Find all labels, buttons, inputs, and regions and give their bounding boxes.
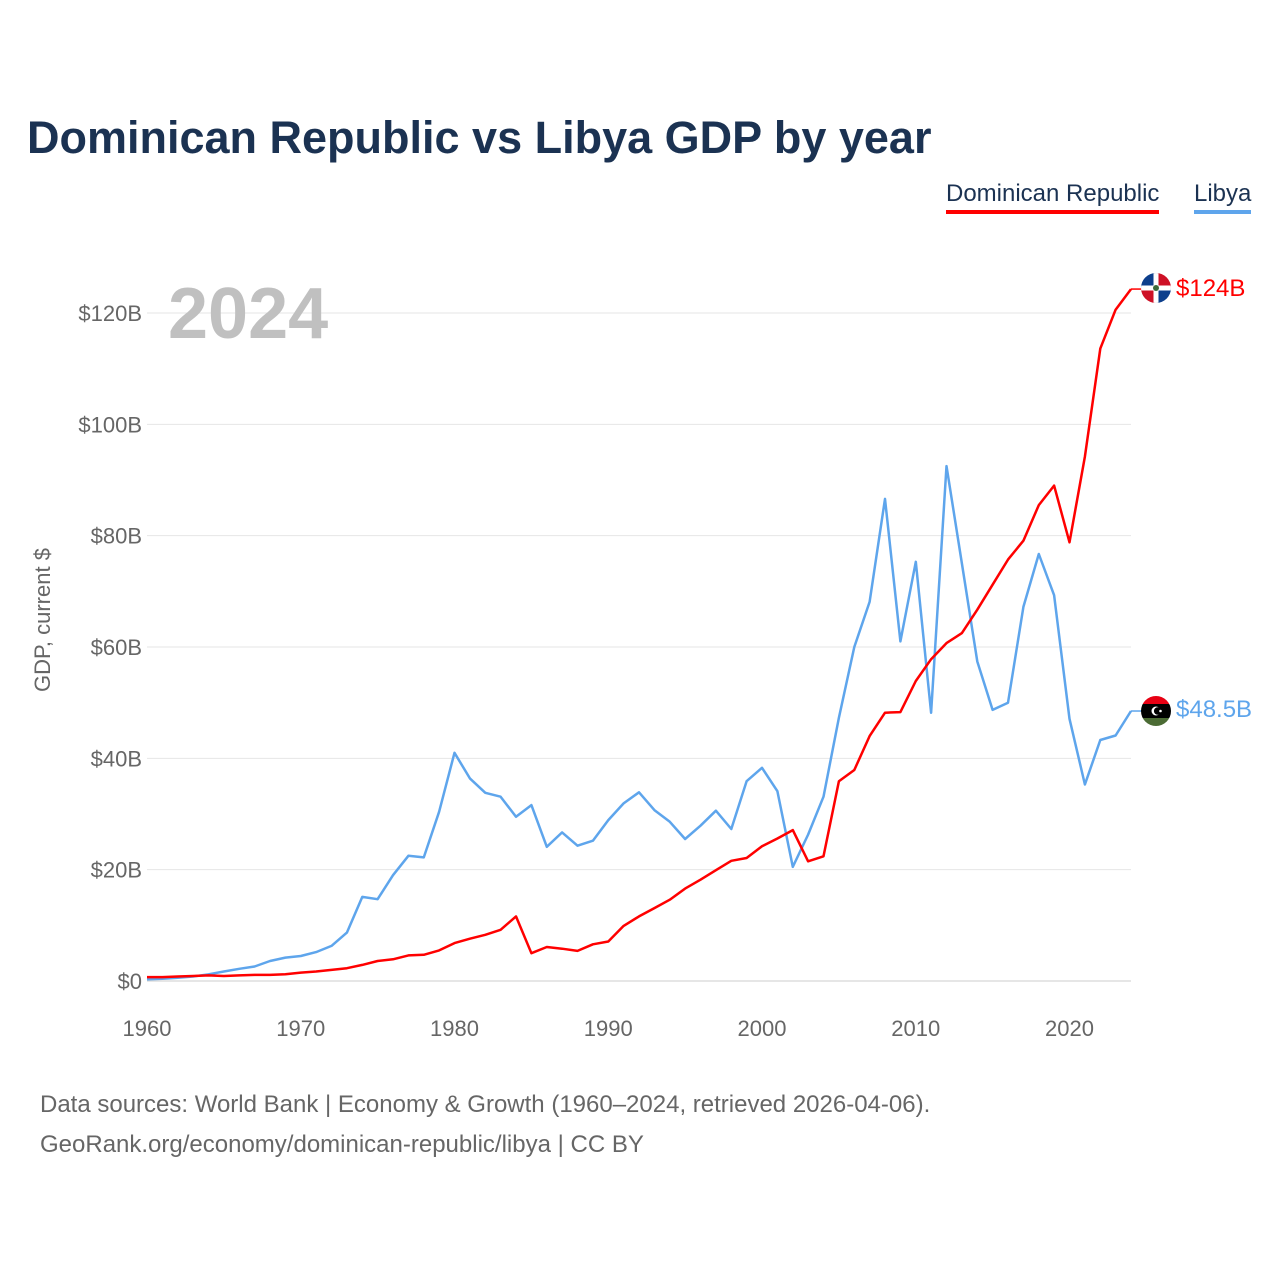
y-tick-label: $0 — [118, 969, 142, 994]
source-link[interactable]: GeoRank.org/economy/dominican-republic/l… — [40, 1131, 644, 1158]
end-label-libya: $48.5B — [1176, 696, 1252, 723]
x-tick-label: 1970 — [276, 1016, 325, 1041]
end-label-dominican-republic: $124B — [1176, 275, 1245, 302]
y-tick-label: $40B — [91, 746, 142, 771]
legend-dominican-republic[interactable]: Dominican Republic — [946, 180, 1160, 214]
x-tick-label: 2000 — [738, 1016, 787, 1041]
series-line-libya[interactable] — [146, 464, 1133, 981]
x-tick-label: 1990 — [584, 1016, 633, 1041]
source-line: Data sources: World Bank | Economy & Gro… — [40, 1091, 931, 1118]
x-tick-label: 1980 — [430, 1016, 479, 1041]
x-tick-label: 2020 — [1045, 1016, 1094, 1041]
y-tick-label: $80B — [91, 524, 142, 549]
series-line-dominican-republic[interactable] — [147, 288, 1133, 979]
y-tick-label: $100B — [78, 412, 142, 437]
x-tick-label: 2010 — [891, 1016, 940, 1041]
y-axis-label: GDP, current $ — [30, 548, 55, 692]
x-tick-label: 1960 — [123, 1016, 172, 1041]
source-note: Data sources: World Bank | Economy & Gro… — [40, 1085, 930, 1165]
dominican-republic-flag-icon — [1141, 273, 1171, 303]
y-tick-label: $60B — [91, 635, 142, 660]
chart-title: Dominican Republic vs Libya GDP by year — [27, 112, 932, 163]
year-watermark: 2024 — [168, 274, 328, 354]
legend-libya[interactable]: Libya — [1194, 180, 1252, 214]
y-tick-label: $120B — [78, 301, 142, 326]
libya-flag-icon — [1141, 696, 1171, 726]
y-tick-label: $20B — [91, 858, 142, 883]
